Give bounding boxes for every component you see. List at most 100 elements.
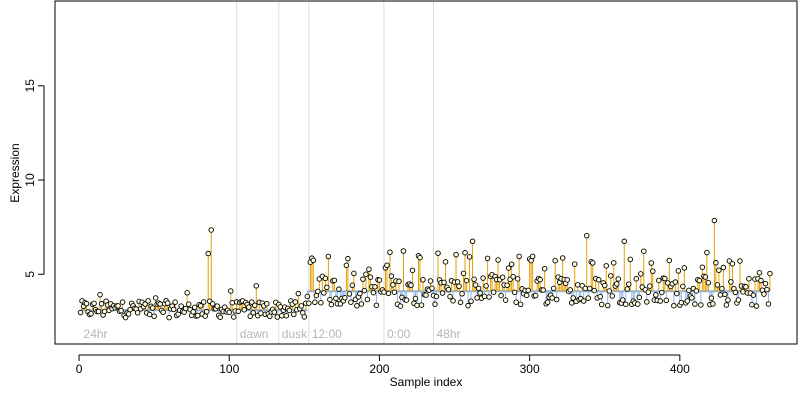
data-point [384,262,390,268]
data-point [312,299,318,306]
data-point [191,304,198,311]
data-point [598,301,605,308]
data-point [418,302,425,308]
data-point [457,299,464,306]
data-point [504,282,510,288]
data-point [442,259,449,265]
data-point [157,301,163,307]
data-point [725,297,731,303]
data-point [376,277,383,283]
data-point [325,253,332,260]
data-point [585,295,591,301]
data-point [333,295,339,302]
data-point [514,276,521,282]
data-point [357,290,363,297]
data-point [465,302,471,309]
data-point [367,274,374,280]
data-point [318,299,324,306]
data-point [241,307,248,313]
x-axis: 0 100 200 300 400 [76,354,690,376]
data-point [732,289,739,296]
data-point [349,282,356,289]
data-point [184,290,190,296]
data-point [160,309,166,315]
data-point [200,299,207,305]
y-axis-label: Expression [8,143,22,202]
data-point [360,276,366,282]
data-point [447,293,453,300]
data-point [626,281,632,287]
data-point [648,260,655,266]
data-point [203,308,210,315]
data-point [381,289,387,295]
x-tick-label: 200 [369,362,389,376]
data-point [666,257,673,264]
data-point [645,289,652,295]
marker-label: dusk [282,327,308,341]
data-point [151,313,157,319]
data-point [466,254,473,260]
data-point [77,309,84,316]
data-point [710,301,716,307]
data-point [663,297,670,304]
data-point [537,276,543,283]
data-point [342,295,348,301]
data-point [445,286,452,293]
data-point [689,295,695,301]
data-point [346,291,353,297]
data-point [208,227,214,233]
data-point [456,283,462,290]
data-point [633,275,640,282]
data-point [321,290,327,296]
data-point [172,299,178,305]
data-point [762,280,769,287]
data-point [475,285,482,292]
data-point [397,303,404,309]
data-point [279,313,285,319]
data-point [306,300,312,306]
data-point [484,255,491,262]
data-point [230,314,237,320]
data-point [636,294,643,301]
x-tick-label: 0 [76,362,83,376]
data-point [298,303,305,309]
data-point [623,301,629,308]
data-point [498,292,504,299]
data-point [361,287,368,294]
data-point [589,260,596,266]
data-point [310,257,317,264]
data-point [678,299,685,306]
data-point [486,294,492,300]
data-point [250,310,257,316]
data-point [91,300,97,307]
data-point [295,290,302,297]
data-point [95,308,102,315]
data-point [483,283,489,289]
data-point [462,249,468,256]
data-point [595,277,602,283]
marker-label: 48hr [437,327,461,341]
data-point [463,277,470,284]
x-tick-label: 300 [520,362,540,376]
plot-frame [54,0,798,345]
data-point [582,285,588,292]
data-point [271,309,278,315]
data-point [510,273,516,280]
data-point [205,250,211,257]
data-point [370,289,377,296]
data-point [624,286,631,292]
data-point [550,285,557,292]
data-point [559,255,566,261]
data-point [286,307,293,314]
data-point [164,300,171,306]
data-point [729,260,736,267]
data-point [508,261,515,267]
data-point [750,292,757,298]
data-point [740,289,746,295]
data-point [247,313,254,320]
data-point [728,279,734,285]
data-point [453,251,459,258]
data-point [698,302,704,308]
data-point [348,299,354,305]
data-point [274,314,281,320]
